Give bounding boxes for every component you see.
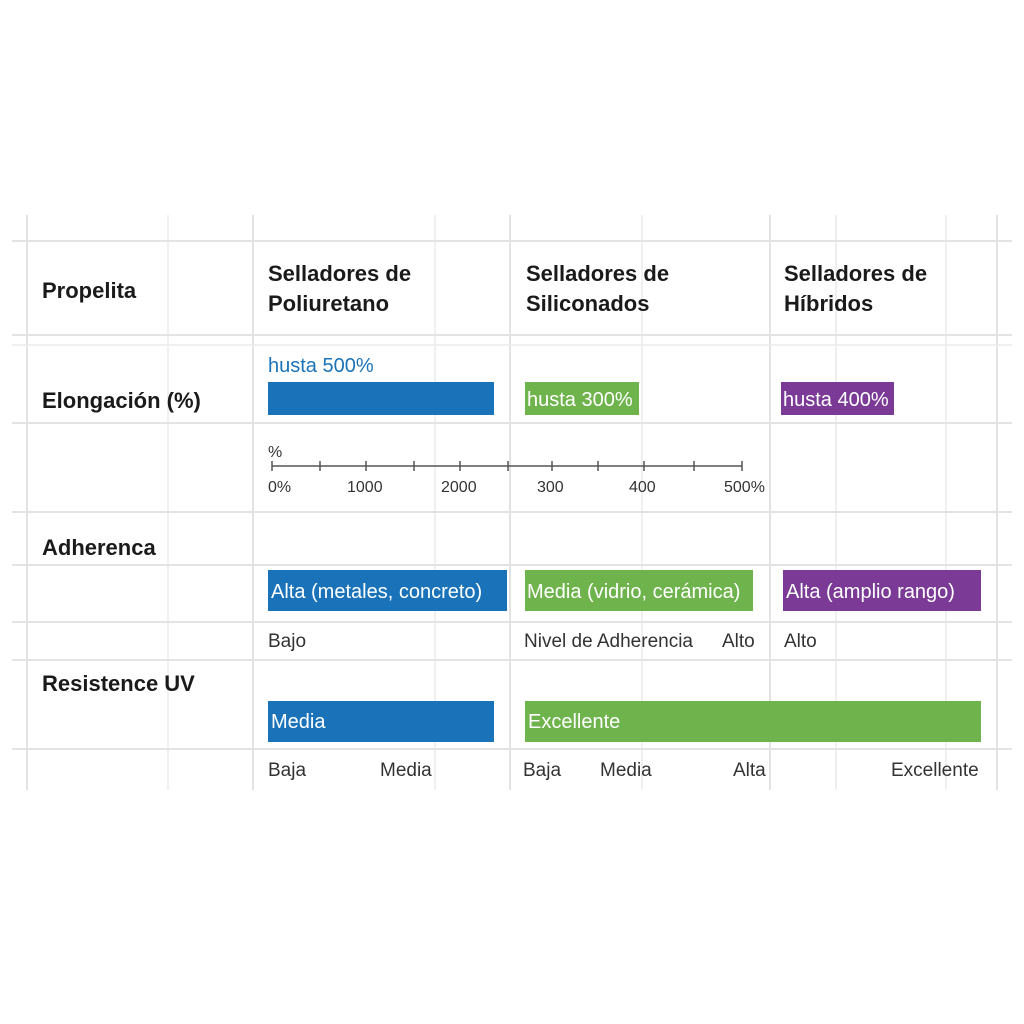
- row-label-adherencia: Adherenca: [42, 535, 156, 560]
- tick-label-2000: 2000: [441, 479, 477, 496]
- adherencia-scale-bajo: Bajo: [268, 631, 306, 652]
- bar-uv-siliconados: [525, 701, 981, 742]
- bar-adherencia-hibridos: [783, 570, 981, 611]
- property-header: Propelita: [42, 278, 137, 303]
- tick-label-500: 500%: [724, 479, 765, 496]
- bar-uv-poliuretano: [268, 701, 494, 742]
- bar-label-adherencia-siliconados: Media (vidrio, cerámica): [527, 581, 740, 603]
- bar-label-uv-siliconados: Excellente: [528, 711, 620, 733]
- bar-adherencia-poliuretano: [268, 570, 507, 611]
- bar-elongacion-siliconados: [525, 382, 639, 415]
- row-label-uv: Resistence UV: [42, 671, 195, 696]
- bar-label-adherencia-poliuretano: Alta (metales, concreto): [271, 581, 482, 603]
- tick-label-1000: 1000: [347, 479, 383, 496]
- bar-adherencia-siliconados: [525, 570, 753, 611]
- uv-scale-alta: Alta: [733, 760, 766, 781]
- col-header-poliuretano-line2: Poliuretano: [268, 291, 389, 316]
- adherencia-scale-alto: Alto: [722, 631, 755, 652]
- tick-label-0: 0%: [268, 479, 291, 496]
- elongacion-axis: %: [268, 444, 743, 471]
- uv-scale-baja-2: Baja: [523, 760, 561, 781]
- col-header-hibridos-line1: Selladores de: [784, 261, 927, 286]
- col-header-siliconados-line2: Siliconados: [526, 291, 649, 316]
- bar-elongacion-poliuretano: [268, 382, 494, 415]
- col-header-siliconados-line1: Selladores de: [526, 261, 669, 286]
- tick-label-300: 300: [537, 479, 564, 496]
- bar-label-adherencia-hibridos: Alta (amplio rango): [786, 581, 955, 603]
- uv-scale-baja: Baja: [268, 760, 306, 781]
- tick-label-400: 400: [629, 479, 656, 496]
- uv-scale-media-2: Media: [600, 760, 652, 781]
- bar-label-elongacion-hibridos: husta 400%: [783, 389, 889, 411]
- col-header-poliuretano-line1: Selladores de: [268, 261, 411, 286]
- adherencia-scale-title: Nivel de Adherencia: [524, 631, 693, 652]
- adherencia-scale-alto-2: Alto: [784, 631, 817, 652]
- axis-title-percent: %: [268, 444, 282, 461]
- row-label-elongacion: Elongación (%): [42, 388, 201, 413]
- col-header-hibridos-line2: Híbridos: [784, 291, 873, 316]
- elongacion-annotation-poliuretano: husta 500%: [268, 355, 374, 377]
- grid: [12, 215, 1012, 790]
- bar-label-elongacion-siliconados: husta 300%: [527, 389, 633, 411]
- uv-scale-media: Media: [380, 760, 432, 781]
- bar-elongacion-hibridos: [781, 382, 894, 415]
- bar-label-uv-poliuretano: Media: [271, 711, 326, 733]
- uv-scale-excellente: Excellente: [891, 760, 979, 781]
